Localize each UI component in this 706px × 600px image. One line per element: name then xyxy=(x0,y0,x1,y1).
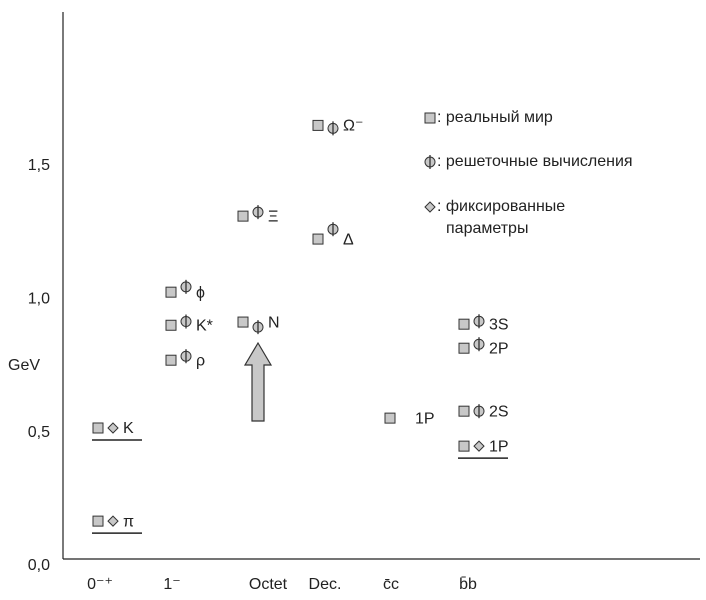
legend-marker xyxy=(424,155,436,169)
lattice-marker xyxy=(252,320,264,335)
x-tick-label: Dec. xyxy=(309,576,342,593)
x-tick-label: 0⁻⁺ xyxy=(87,576,113,593)
legend-text: параметры xyxy=(446,220,528,237)
real-marker xyxy=(237,210,249,222)
state-label: 3S xyxy=(489,316,509,333)
lattice-marker xyxy=(327,121,339,136)
lattice-marker xyxy=(180,349,192,364)
lattice-marker xyxy=(180,314,192,329)
x-tick-label: b̄b xyxy=(459,576,477,593)
real-marker xyxy=(165,286,177,298)
fixed-marker xyxy=(107,515,119,527)
state-label: K* xyxy=(196,317,213,334)
arrow xyxy=(243,341,273,422)
real-marker xyxy=(237,316,249,328)
state-label: N xyxy=(268,314,280,331)
real-marker xyxy=(312,119,324,131)
y-axis-label: GeV xyxy=(8,357,40,374)
y-tick-label: 1,0 xyxy=(28,290,50,307)
state-label: ϕ xyxy=(196,284,205,301)
x-tick-label: Octet xyxy=(249,576,288,593)
real-marker xyxy=(458,440,470,452)
real-marker xyxy=(458,342,470,354)
legend-text: : реальный мир xyxy=(437,109,553,126)
real-marker xyxy=(92,515,104,527)
real-marker xyxy=(165,354,177,366)
y-tick-label: 0,0 xyxy=(28,557,50,574)
lattice-marker xyxy=(473,337,485,352)
x-tick-label: c̄c xyxy=(383,576,399,593)
y-tick-label: 0,5 xyxy=(28,424,50,441)
state-label: 1P xyxy=(415,410,435,427)
real-marker xyxy=(312,233,324,245)
legend-marker xyxy=(424,112,436,124)
x-tick-label: 1⁻ xyxy=(163,576,180,593)
lattice-marker xyxy=(473,404,485,419)
lattice-marker xyxy=(327,222,339,237)
lattice-marker xyxy=(473,314,485,329)
legend-text: : фиксированные xyxy=(437,198,565,215)
y-tick-label: 1,5 xyxy=(28,157,50,174)
real-marker xyxy=(92,422,104,434)
state-label: 2P xyxy=(489,340,509,357)
real-marker xyxy=(165,319,177,331)
state-label: Δ xyxy=(343,231,354,248)
state-label: K xyxy=(123,420,134,437)
state-label: 1P xyxy=(489,438,509,455)
fixed-marker xyxy=(473,440,485,452)
state-label: 2S xyxy=(489,403,509,420)
state-label: Ξ xyxy=(268,208,278,225)
lattice-marker xyxy=(252,205,264,220)
real-marker xyxy=(458,318,470,330)
fixed-marker xyxy=(107,422,119,434)
real-marker xyxy=(458,405,470,417)
state-label: ρ xyxy=(196,352,205,369)
legend-marker xyxy=(424,201,436,213)
legend-text: : решеточные вычисления xyxy=(437,153,633,170)
lattice-marker xyxy=(180,279,192,294)
real-marker xyxy=(384,412,396,424)
state-label: Ω⁻ xyxy=(343,118,363,135)
state-label: π xyxy=(123,513,134,530)
